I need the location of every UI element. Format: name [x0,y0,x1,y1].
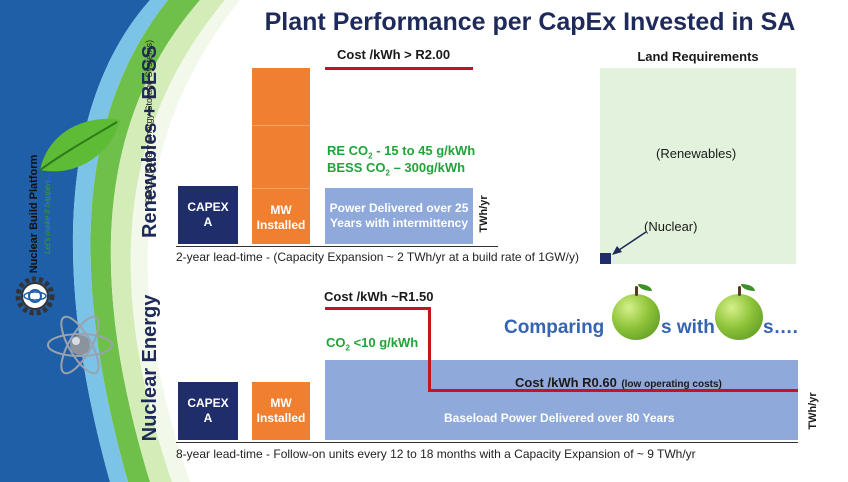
nuclear-mw-line2: Installed [256,411,306,425]
renewables-mw-label: MW Installed [252,198,310,238]
renewables-cost-line [325,67,473,70]
leaf-logo-icon [39,118,120,172]
land-requirements-area [600,68,796,264]
nuclear-cost-low-value: Cost /kWh R0.60 [515,375,617,390]
nuclear-capex-box: CAPEX A [178,382,238,440]
bess-co2-label: BESS CO2 – 300g/kWh [327,160,465,178]
bess-co2-sub: 2 [385,168,390,178]
logo-line2: Nuclear Build Platform [28,154,40,274]
bess-co2-b: – 300g/kWh [389,160,466,175]
nuclear-axis-line [176,442,798,443]
nuclear-co2-b: <10 g/kWh [349,335,419,350]
renewables-capex-line1: CAPEX [187,200,229,214]
nuclear-baseload-area [325,360,798,440]
left-swoosh-decoration [0,0,240,482]
bess-co2-a: BESS CO [327,160,386,175]
logo-line1: South African [14,181,26,247]
nuclear-mw-line1: MW [270,396,292,410]
renewables-capex-line2: A [203,215,213,229]
nuclear-co2-sub: 2 [345,343,350,353]
land-title: Land Requirements [637,49,759,64]
nuclear-section-label: Nuclear Energy [139,294,161,442]
nuclear-cost-low-label: Cost /kWh R0.60 (low operating costs) [515,374,722,392]
renewables-axis-line [176,246,498,247]
renewables-mw-installed-bar: MW Installed [252,68,310,244]
apple-stem [635,286,638,296]
nuclear-co2-a: CO [326,335,346,350]
mw-bar-divider [252,125,310,126]
nuclear-cost-low-note: (low operating costs) [621,379,722,390]
land-renewables-label: (Renewables) [656,146,737,161]
renewables-power-delivered-box: Power Delivered over 25 Years with inter… [325,188,473,244]
bess-sub-label: BESS (Battery Energy Storage Systems) [144,39,154,203]
nuclear-cost-line-top [325,307,431,310]
re-co2-label: RE CO2 - 15 to 45 g/kWh [327,143,475,161]
nuclear-capex-line1: CAPEX [187,396,229,410]
apple-leaf [638,284,652,291]
logo-text: South African Nuclear Build Platform Let… [13,139,57,289]
land-arrow-icon [612,231,647,255]
comparing-end-label: s…. [763,317,798,338]
apple-leaf [741,284,755,291]
atom-icon [47,315,113,375]
re-co2-a: RE CO [327,143,369,158]
renewables-twh-label: TWh/yr [478,195,490,233]
apple-icon-right [715,294,763,340]
re-co2-b: - 15 to 45 g/kWh [372,143,476,158]
renewables-caption: 2-year lead-time - (Capacity Expansion ~… [176,250,579,264]
nuclear-cost-top-label: Cost /kWh ~R1.50 [324,289,434,304]
renewables-capex-box: CAPEX A [178,186,238,244]
re-co2-sub: 2 [368,151,373,161]
renewables-mw-line2: Installed [256,218,306,232]
apple-stem [738,286,741,296]
nuclear-capex-line2: A [203,411,213,425]
nuclear-cost-line-bottom [428,389,798,392]
nuclear-cost-line-drop [428,307,431,392]
nuclear-mw-installed-box: MW Installed [252,382,310,440]
nuclear-twh-label: TWh/yr [807,392,819,430]
mw-bar-divider [252,188,310,189]
nuclear-co2-label: CO2 <10 g/kWh [326,335,418,353]
gear-logo-icon [15,276,55,316]
comparing-label: Comparing [504,317,605,338]
page-title: Plant Performance per CapEx Invested in … [264,8,796,36]
renewables-mw-line1: MW [270,203,292,217]
land-nuclear-label: (Nuclear) [644,219,698,234]
renewables-cost-label: Cost /kWh > R2.00 [337,47,451,62]
comparing-with-label: s with [661,317,715,338]
nuclear-baseload-label: Baseload Power Delivered over 80 Years [444,411,675,425]
apple-icon-left [612,294,660,340]
land-nuclear-square [600,253,611,264]
nuclear-caption: 8-year lead-time - Follow-on units every… [176,447,696,461]
logo-tagline: Let's make it happen... [43,173,52,255]
